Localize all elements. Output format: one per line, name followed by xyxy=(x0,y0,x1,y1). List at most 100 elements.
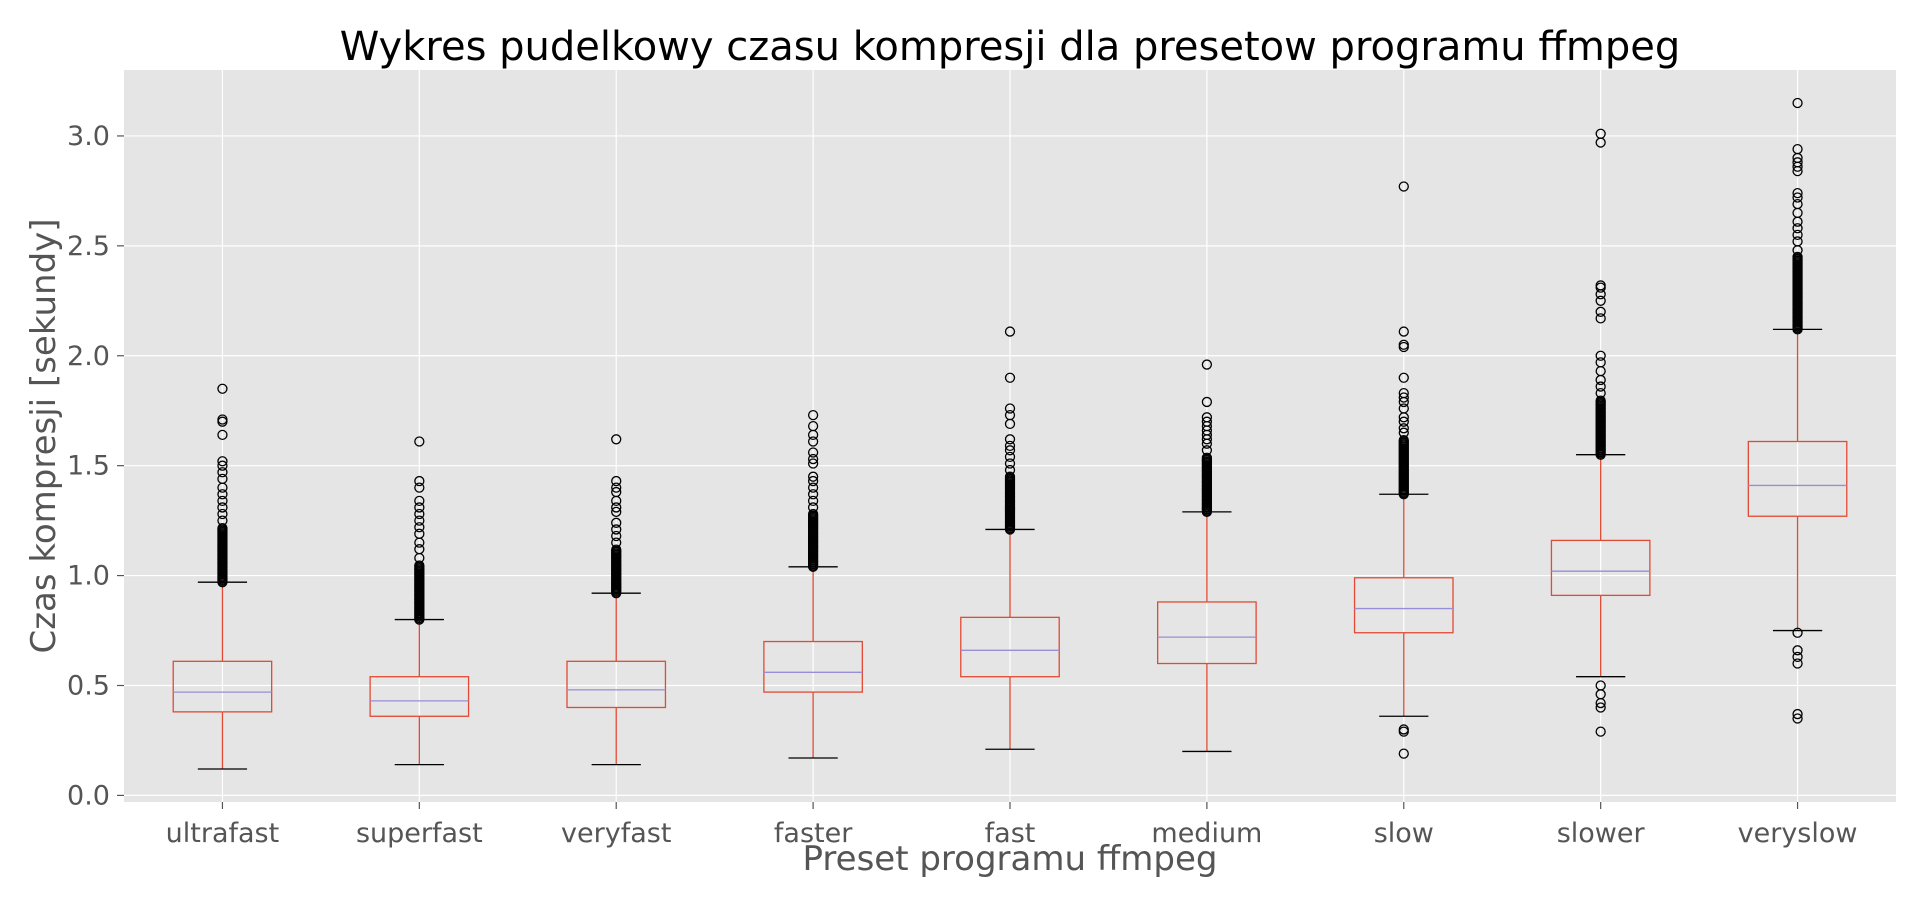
outlier-point xyxy=(1398,392,1409,403)
outlier-point xyxy=(611,434,622,445)
outlier-point xyxy=(807,482,819,493)
x-tick-label: veryslow xyxy=(1738,818,1858,849)
outlier-point xyxy=(1595,313,1606,324)
y-tick-label: 0.5 xyxy=(67,670,110,701)
outlier-point xyxy=(1792,236,1803,247)
y-tick-label: 3.0 xyxy=(67,121,110,152)
outlier-point xyxy=(807,447,819,458)
box-fast xyxy=(960,326,1060,750)
outlier-point xyxy=(414,522,425,533)
outlier-point xyxy=(1004,471,1016,482)
outlier-point xyxy=(1792,627,1803,638)
outlier-point xyxy=(1004,445,1016,456)
outlier-point xyxy=(217,429,228,441)
outlier-point xyxy=(1792,251,1803,262)
outlier-point xyxy=(1004,403,1016,414)
outlier-point xyxy=(611,475,622,487)
outlier-point xyxy=(1398,423,1409,434)
outlier-point xyxy=(1398,326,1409,337)
outlier-point xyxy=(1004,434,1016,445)
outlier-point xyxy=(807,489,819,500)
outlier-point xyxy=(217,502,228,513)
outlier-point xyxy=(1595,395,1606,406)
box-slower xyxy=(1550,128,1651,737)
outlier-point xyxy=(1004,372,1016,383)
outlier-point xyxy=(1004,458,1016,469)
iqr-box xyxy=(1747,440,1848,517)
outlier-point xyxy=(414,436,425,447)
iqr-box xyxy=(566,660,667,709)
outlier-point xyxy=(1004,440,1016,452)
iqr-box xyxy=(960,616,1060,678)
outlier-point xyxy=(807,420,819,432)
outlier-point xyxy=(1398,427,1409,438)
outlier-point xyxy=(611,524,622,535)
outlier-point xyxy=(807,436,819,447)
outlier-point xyxy=(611,502,622,513)
outlier-point xyxy=(807,495,819,506)
outlier-point xyxy=(414,482,425,493)
box-faster xyxy=(763,409,863,759)
outlier-point xyxy=(611,530,622,542)
outlier-point xyxy=(1595,306,1606,317)
outlier-point xyxy=(611,486,622,498)
outlier-point xyxy=(1398,372,1409,383)
box-veryslow xyxy=(1747,97,1848,724)
outlier-point xyxy=(1004,409,1016,421)
y-tick-label: 1.0 xyxy=(67,561,110,592)
outlier-point xyxy=(217,515,228,526)
outlier-point xyxy=(1201,452,1213,463)
outlier-point xyxy=(1398,403,1409,414)
x-tick-label: faster xyxy=(774,818,853,849)
outlier-point xyxy=(807,508,819,520)
outlier-point xyxy=(807,471,819,482)
outlier-point xyxy=(217,414,228,425)
outlier-point xyxy=(1595,128,1606,139)
outlier-point xyxy=(1595,726,1606,737)
box-slow xyxy=(1353,181,1454,759)
y-tick-label: 0.0 xyxy=(67,780,110,811)
outlier-point xyxy=(611,506,622,517)
y-axis-label: Czas kompresji [sekundy] xyxy=(24,218,64,653)
outlier-point xyxy=(414,475,425,487)
outlier-point xyxy=(1398,748,1409,759)
boxes-layer xyxy=(172,97,1848,770)
outlier-point xyxy=(1792,192,1803,203)
outlier-point xyxy=(1595,387,1606,399)
x-axis-label: Preset programu ffmpeg xyxy=(803,839,1218,879)
outlier-point xyxy=(1398,339,1409,350)
outlier-point xyxy=(807,458,819,469)
outlier-point xyxy=(611,544,622,555)
outlier-point xyxy=(1398,181,1409,192)
outlier-point xyxy=(1792,143,1803,155)
outlier-point xyxy=(414,544,425,555)
outlier-point xyxy=(807,502,819,513)
outlier-point xyxy=(217,522,228,534)
outlier-point xyxy=(1792,713,1803,724)
x-tick-label: ultrafast xyxy=(166,818,280,849)
outlier-point xyxy=(1792,157,1803,168)
outlier-point xyxy=(1201,412,1213,423)
x-tick-label: slow xyxy=(1374,818,1434,849)
iqr-box xyxy=(1353,577,1454,634)
box-veryfast xyxy=(566,434,667,766)
outlier-point xyxy=(1398,416,1409,427)
outlier-point xyxy=(807,409,819,421)
outlier-point xyxy=(807,475,819,487)
chart-title: Wykres pudelkowy czasu kompresji dla pre… xyxy=(340,24,1681,70)
outlier-point xyxy=(217,456,228,467)
outlier-point xyxy=(217,460,228,471)
outlier-point xyxy=(1398,726,1409,737)
outlier-point xyxy=(1595,280,1606,291)
outlier-point xyxy=(1004,451,1016,463)
outlier-point xyxy=(611,517,622,528)
outlier-point xyxy=(1595,702,1606,713)
y-tick-label: 2.5 xyxy=(67,231,110,262)
outlier-point xyxy=(414,508,425,520)
outlier-point xyxy=(217,508,228,520)
outlier-point xyxy=(414,502,425,513)
outlier-point xyxy=(1792,229,1803,241)
outlier-point xyxy=(414,515,425,526)
outlier-point xyxy=(1792,708,1803,720)
